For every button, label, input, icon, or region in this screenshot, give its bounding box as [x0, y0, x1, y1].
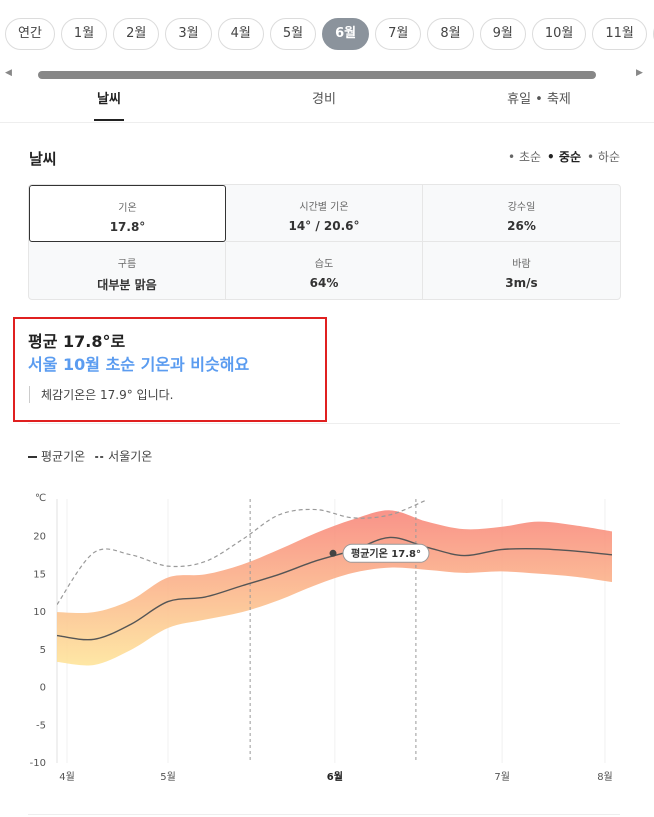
divider [28, 423, 620, 424]
month-tab[interactable]: 9월 [479, 18, 526, 50]
stat-cell: 바람 3m/s [423, 242, 620, 299]
divider [28, 814, 620, 815]
stat-label: 습도 [314, 259, 334, 270]
y-unit: ℃ [35, 493, 46, 504]
month-tab[interactable]: 10월 [531, 18, 587, 50]
y-tick-label: 20 [33, 532, 46, 543]
bullet: • [508, 150, 519, 164]
summary-note: 체감기온은 17.9° 입니다. [29, 386, 173, 403]
tab-underline [94, 119, 124, 121]
x-tick-label: 4월 [59, 771, 75, 783]
month-tab[interactable]: 11월 [592, 18, 647, 50]
bullet: • [547, 150, 559, 164]
stat-label: 기온 [118, 203, 137, 214]
month-tab[interactable]: 7월 [375, 18, 422, 50]
stat-value: 26% [507, 219, 536, 233]
section-title: 날씨 [29, 150, 57, 168]
stat-value: 14° / 20.6° [288, 219, 360, 233]
period-tab[interactable]: • 중순 [547, 148, 581, 165]
scroll-left[interactable]: ◀ [5, 68, 12, 78]
stats-grid: 기온 17.8° 시간별 기온 14° / 20.6° 강수일 26% 구름 대부분 맑음 습도… [28, 184, 621, 300]
stat-value: 64% [309, 276, 339, 290]
legend-label: 평균기온 [41, 450, 85, 464]
month-tab[interactable]: 8월 [427, 18, 474, 50]
month-tab[interactable]: 4월 [217, 18, 264, 50]
sub-tab[interactable]: 경비 [312, 92, 336, 107]
month-tabs: 연간1월2월3월4월5월6월7월8월9월10월11월12월 [5, 18, 654, 52]
stat-cell: 습도 64% [226, 242, 423, 299]
sub-tab[interactable]: 날씨 [97, 92, 121, 107]
stat-value: 17.8° [109, 220, 146, 234]
series-line [57, 499, 428, 605]
month-tab[interactable]: 1월 [60, 18, 108, 50]
highlight-box [13, 317, 327, 422]
stat-label: 구름 [117, 259, 137, 270]
summary-compare: 서울 10월 초순 기온과 비슷해요 [28, 355, 250, 374]
month-tab[interactable]: 2월 [113, 18, 160, 50]
month-tab[interactable]: 5월 [269, 18, 317, 50]
temperature-band [57, 510, 612, 666]
y-tick-label: 10 [33, 607, 46, 618]
y-tick-label: 5 [40, 645, 46, 656]
x-tick-label: 5월 [160, 771, 176, 783]
y-tick-label: -5 [36, 720, 46, 731]
scroll-right[interactable]: ▶ [636, 68, 643, 78]
period-tabs: • 초순 • 중순 • 하순 [508, 148, 620, 165]
y-tick-label: 0 [40, 683, 46, 694]
stat-label: 강수일 [507, 202, 536, 213]
annotation-box [342, 543, 430, 563]
y-tick-label: -10 [30, 758, 46, 769]
month-tab[interactable]: 6월 [322, 18, 370, 50]
month-tab[interactable]: 연간 [5, 18, 55, 50]
stat-cell: 시간별 기온 14° / 20.6° [226, 185, 423, 242]
period-label: 하순 [597, 150, 620, 164]
annotation-label: 평균기온 17.8° [351, 547, 421, 560]
month-tab[interactable]: 3월 [165, 18, 212, 50]
stat-value: 대부분 맑음 [97, 278, 157, 292]
legend-label: 서울기온 [108, 450, 152, 464]
scroll-thumb[interactable] [38, 71, 596, 79]
annotation-point [329, 549, 337, 557]
stat-cell: 기온 17.8° [29, 185, 226, 242]
stat-label: 시간별 기온 [299, 202, 349, 213]
stat-value: 3m/s [505, 276, 538, 290]
x-tick-label: 7월 [494, 771, 510, 783]
period-label: 초순 [518, 150, 542, 164]
x-tick-label: 6월 [327, 771, 343, 783]
period-label: 중순 [558, 150, 581, 164]
bullet: • [587, 150, 598, 164]
summary-title: 평균 17.8°로 [28, 332, 126, 351]
sub-tabs: 날씨 경비 휴일 • 축제 [0, 84, 654, 123]
period-tab[interactable]: • 초순 [508, 148, 541, 165]
stat-cell: 강수일 26% [423, 185, 620, 242]
x-tick-label: 8월 [597, 771, 613, 783]
sub-tab[interactable]: 휴일 • 축제 [507, 92, 571, 107]
y-tick-label: 15 [33, 569, 46, 580]
stat-label: 바람 [512, 259, 531, 270]
period-tab[interactable]: • 하순 [587, 148, 620, 165]
